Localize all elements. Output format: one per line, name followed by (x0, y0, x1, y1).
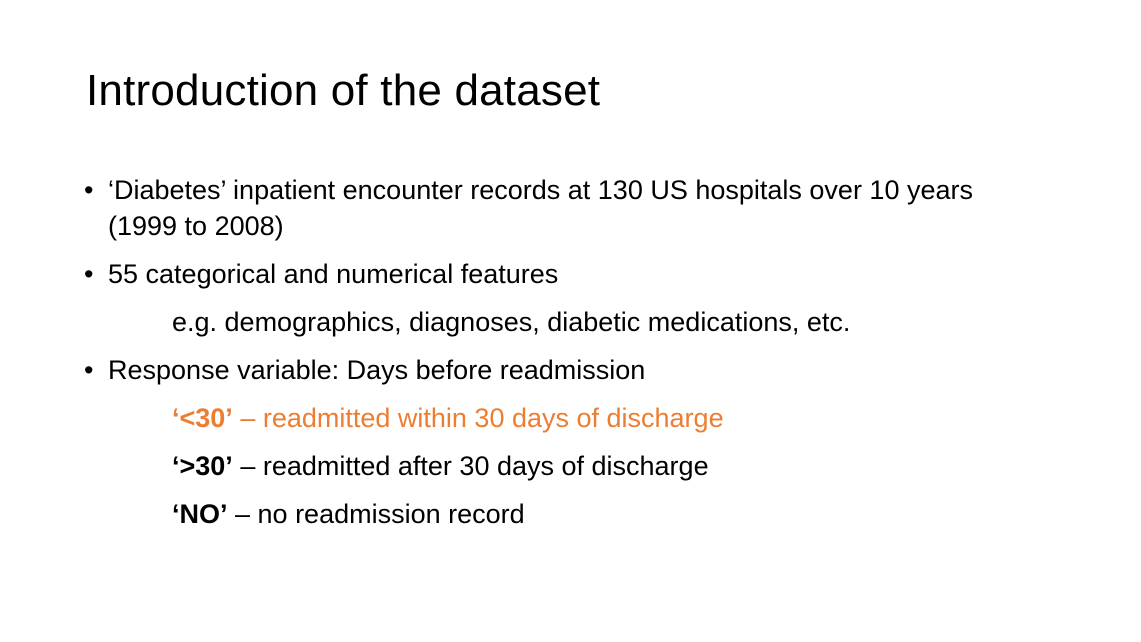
response-value-lt30: ‘<30’ – readmitted within 30 days of dis… (84, 400, 1044, 436)
response-code: ‘NO’ (172, 499, 228, 529)
bullet-text: 55 categorical and numerical features (108, 259, 559, 289)
bullet-dot: • (84, 259, 94, 289)
features-example: e.g. demographics, diagnoses, diabetic m… (172, 307, 851, 337)
response-value-gt30: ‘>30’ – readmitted after 30 days of disc… (84, 448, 1044, 484)
bullet-features: • 55 categorical and numerical features (84, 256, 1044, 292)
response-description: – readmitted after 30 days of discharge (232, 451, 709, 481)
response-description: – readmitted within 30 days of discharge (232, 403, 724, 433)
response-code: ‘<30’ (172, 403, 233, 433)
bullet-dot: • (84, 355, 94, 385)
bullet-dot: • (84, 175, 94, 205)
response-code: ‘>30’ (172, 451, 233, 481)
bullet-response-variable: • Response variable: Days before readmis… (84, 352, 1044, 388)
response-value-no: ‘NO’ – no readmission record (84, 496, 1044, 532)
bullet-text: Response variable: Days before readmissi… (108, 355, 646, 385)
bullet-dataset-description: • ‘Diabetes’ inpatient encounter records… (84, 172, 1044, 244)
slide-title: Introduction of the dataset (86, 66, 601, 115)
bullet-text: ‘Diabetes’ inpatient encounter records a… (108, 175, 973, 241)
slide-body: • ‘Diabetes’ inpatient encounter records… (84, 172, 1044, 544)
response-description: – no readmission record (227, 499, 525, 529)
